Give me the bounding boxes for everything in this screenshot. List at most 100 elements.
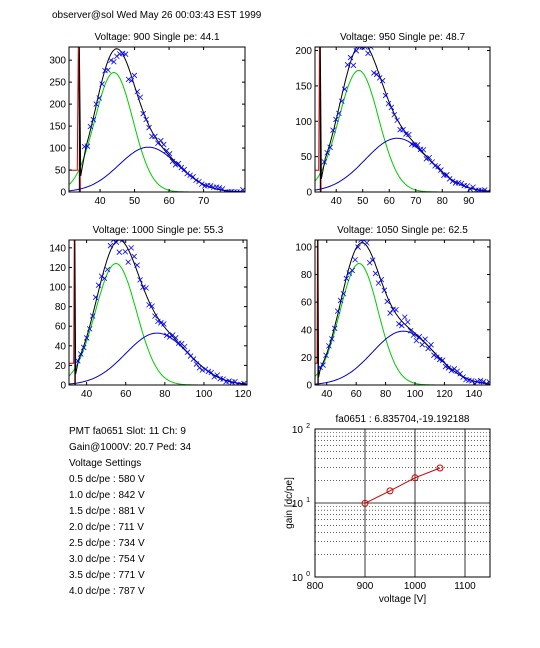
x-tick-label: 40 — [321, 389, 333, 400]
data-point — [320, 362, 326, 368]
data-point — [131, 253, 137, 260]
y-tick-label: 0 — [60, 381, 66, 392]
y-tick-label: 20 — [55, 361, 67, 372]
data-point — [429, 159, 435, 165]
gain-data-point — [386, 487, 394, 495]
data-point — [158, 137, 164, 144]
data-point — [83, 335, 90, 341]
data-point — [146, 301, 152, 308]
data-point — [419, 341, 426, 348]
voltage-setting: 2.0 dc/pe : 711 V — [69, 522, 144, 533]
data-point — [321, 159, 328, 165]
data-point — [172, 162, 179, 168]
y-tick-label: 0 — [60, 188, 66, 199]
data-point — [128, 77, 135, 84]
data-point — [196, 365, 203, 371]
data-point — [344, 62, 351, 68]
data-point — [178, 164, 185, 171]
data-point — [104, 266, 111, 273]
plot-title: Voltage: 1050 Single pe: 62.5 — [337, 225, 468, 236]
y-tick-label: 100 — [295, 117, 312, 128]
data-point — [387, 310, 393, 316]
x-tick-label: 80 — [437, 196, 449, 207]
y-tick-exponent: 0 — [306, 571, 310, 578]
y-tick-label: 10 — [292, 573, 304, 584]
y-tick-label: 80 — [55, 302, 67, 313]
data-point — [187, 172, 193, 179]
data-point — [166, 334, 173, 340]
data-point — [330, 127, 336, 133]
y-tick-label: 10 — [292, 499, 304, 510]
voltage-settings-title: Voltage Settings — [69, 458, 142, 469]
data-point — [125, 259, 132, 265]
histogram-plot-4: Voltage: 1050 Single pe: 62.5 40 60 80 100 12… — [295, 225, 491, 400]
data-point — [161, 321, 167, 327]
data-point — [413, 337, 420, 344]
data-point — [181, 343, 188, 350]
x-tick-label: 50 — [357, 196, 369, 207]
x-tick-label: 140 — [465, 389, 482, 400]
x-tick-label: 1000 — [404, 581, 427, 592]
gain-data-point — [436, 464, 444, 472]
x-tick-label: 120 — [436, 389, 453, 400]
data-point — [384, 298, 391, 305]
data-point — [75, 358, 81, 364]
histogram-plot-2: Voltage: 950 Single pe: 48.7 40 50 60 70 80 90… — [295, 32, 491, 207]
plot-area — [315, 240, 490, 385]
x-tick-label: 40 — [94, 196, 106, 207]
y-tick-label: 200 — [295, 46, 312, 57]
x-tick-label: 70 — [410, 196, 422, 207]
data-point — [347, 54, 354, 61]
data-point — [362, 47, 368, 50]
y-tick-label: 300 — [49, 56, 66, 67]
plot-area — [69, 47, 245, 192]
data-point — [137, 277, 143, 283]
data-point — [378, 276, 385, 283]
y-tick-label: 20 — [301, 353, 313, 364]
data-point — [134, 262, 140, 268]
voltage-setting: 0.5 dc/pe : 580 V — [69, 474, 145, 485]
y-tick-label: 100 — [49, 144, 66, 155]
data-point — [431, 352, 437, 358]
data-point — [113, 240, 120, 245]
data-point — [205, 368, 212, 375]
x-tick-label: 60 — [351, 389, 363, 400]
voltage-setting: 4.0 dc/pe : 787 V — [69, 586, 145, 597]
data-point — [122, 248, 129, 255]
data-point — [228, 188, 234, 192]
pedestal-curve — [69, 47, 245, 192]
data-point — [327, 144, 333, 151]
y-tick-label: 100 — [49, 283, 66, 294]
data-point — [143, 285, 149, 291]
data-point — [338, 98, 345, 105]
voltage-setting: 3.0 dc/pe : 754 V — [69, 554, 145, 565]
data-point — [355, 244, 361, 250]
data-point — [388, 104, 395, 111]
data-point — [324, 149, 330, 156]
y-tick-label: 50 — [301, 152, 313, 163]
x-tick-label: 60 — [120, 389, 132, 400]
data-point — [401, 314, 408, 320]
x-tick-label: 80 — [159, 389, 171, 400]
data-point — [336, 110, 342, 117]
data-point — [448, 367, 455, 374]
y-tick-label: 50 — [55, 166, 67, 177]
data-point — [89, 313, 96, 319]
gain-data-point — [361, 499, 369, 507]
data-point — [181, 166, 188, 173]
data-point — [317, 364, 323, 371]
data-point — [423, 156, 430, 162]
data-point — [152, 313, 158, 319]
y-axis-label: gain [dc/pe] — [284, 477, 295, 529]
x-tick-label: 120 — [235, 389, 252, 400]
data-point — [93, 101, 100, 107]
pedestal-curve — [315, 47, 490, 192]
data-point — [80, 344, 87, 351]
data-point — [214, 372, 221, 378]
y-tick-label: 250 — [49, 78, 66, 89]
data-point — [77, 351, 84, 357]
data-point — [131, 72, 138, 79]
data-point — [226, 378, 232, 384]
y-tick-label: 40 — [55, 341, 67, 352]
double-pe-curve — [315, 137, 490, 192]
